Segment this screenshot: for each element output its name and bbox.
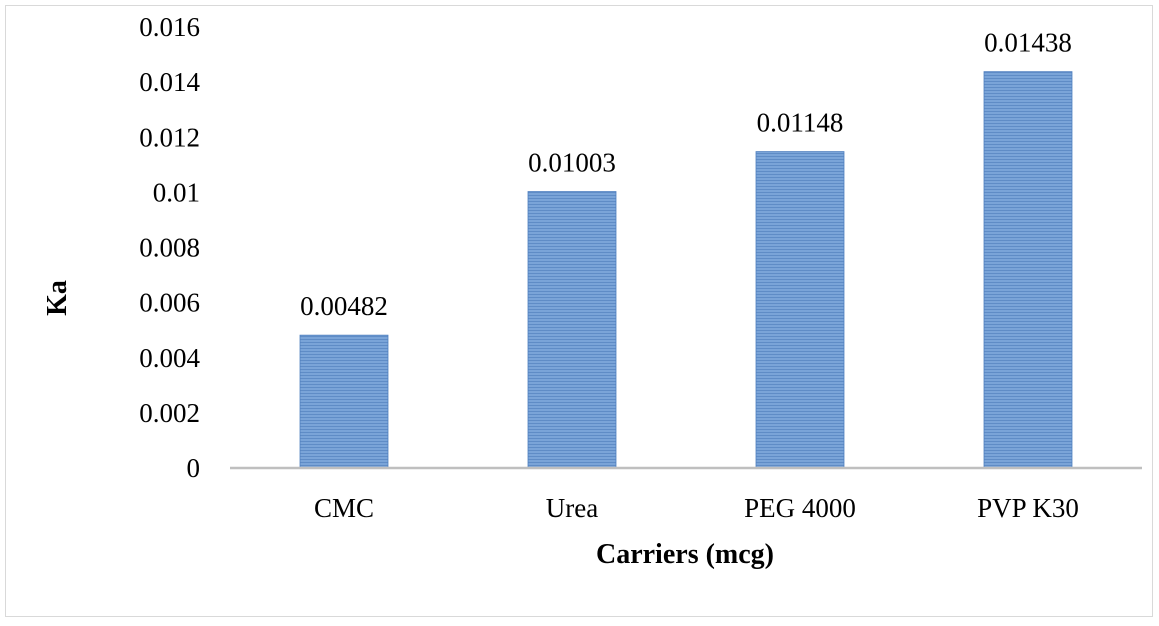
y-tick-label: 0.006 (139, 288, 200, 318)
x-tick-label: PVP K30 (977, 493, 1079, 523)
y-tick-label: 0.014 (139, 67, 200, 97)
y-tick-label: 0.012 (139, 122, 200, 152)
y-tick-label: 0 (187, 453, 201, 483)
bar-pvp-k30 (983, 71, 1073, 469)
x-tick-label: PEG 4000 (744, 493, 856, 523)
data-label: 0.00482 (300, 291, 388, 321)
x-tick-label: Urea (546, 493, 598, 523)
data-label: 0.01438 (984, 28, 1072, 58)
y-axis-title: Ka (42, 280, 73, 316)
bar-cmc (299, 334, 389, 469)
y-tick-label: 0.002 (139, 398, 200, 428)
y-axis-ticks: 0 0.002 0.004 0.006 0.008 0.01 0.012 0.014 0.016 (139, 12, 200, 483)
bars (299, 71, 1073, 469)
bar-peg-4000 (755, 151, 845, 469)
data-label: 0.01003 (528, 148, 616, 178)
x-tick-label: CMC (314, 493, 374, 523)
bar-urea (527, 191, 617, 469)
y-tick-label: 0.004 (139, 343, 200, 373)
y-tick-label: 0.01 (153, 177, 200, 207)
x-axis-title: Carriers (mcg) (596, 539, 774, 570)
data-label: 0.01148 (757, 108, 844, 138)
y-tick-label: 0.016 (139, 12, 200, 42)
x-axis-ticks: CMC Urea PEG 4000 PVP K30 (314, 493, 1079, 523)
y-tick-label: 0.008 (139, 233, 200, 263)
data-labels: 0.00482 0.01003 0.01148 0.01438 (300, 28, 1072, 321)
